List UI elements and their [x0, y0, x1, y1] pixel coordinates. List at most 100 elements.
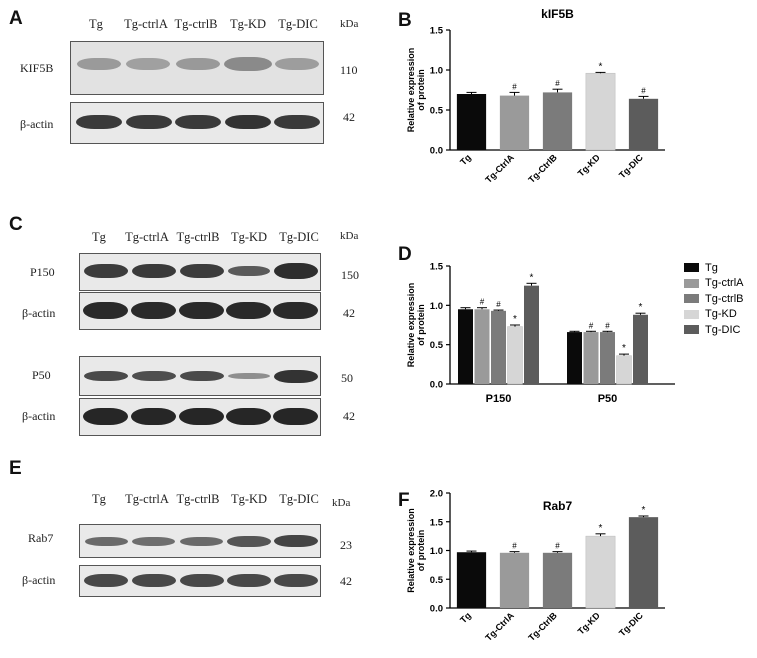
kda-value: 42 — [340, 574, 352, 588]
band — [228, 266, 270, 276]
y-tick-label: 0.0 — [430, 604, 443, 615]
x-tick-label: Tg-CtrlB — [526, 610, 559, 643]
legend-swatch — [684, 294, 699, 304]
bar — [524, 285, 539, 384]
blot-beta-actin — [79, 292, 321, 330]
band — [176, 58, 220, 70]
band — [273, 408, 318, 425]
kda-value: 23 — [340, 538, 352, 552]
bar — [542, 552, 573, 608]
blot-label-p150: P150 — [30, 265, 55, 279]
lane-label: Tg-ctrlB — [174, 17, 218, 31]
bar — [616, 355, 632, 385]
lane-label: Tg-ctrlA — [125, 492, 169, 506]
panel-label-e: E — [9, 458, 22, 479]
band — [84, 264, 128, 278]
y-tick-label: 0.5 — [430, 340, 444, 351]
band — [84, 371, 128, 381]
chart-rab7: 0.0 0.5 1.0 1.5 2.0 Relative expressionof pro… — [406, 489, 665, 643]
significance-mark: # — [555, 79, 560, 88]
significance-mark: # — [512, 82, 517, 91]
band — [180, 537, 223, 546]
band — [132, 371, 176, 381]
legend-swatch — [684, 278, 699, 288]
kda-value: 110 — [340, 63, 358, 77]
y-tick-label: 1.0 — [430, 66, 443, 77]
lane-label: Tg — [92, 492, 106, 506]
y-tick-label: 1.5 — [430, 262, 444, 273]
legend-item: Tg-DIC — [684, 322, 744, 338]
lane-label: Tg-DIC — [279, 230, 319, 244]
significance-mark: # — [555, 542, 560, 551]
legend-label: Tg-ctrlB — [705, 292, 744, 305]
blot-label-beta-actin: β-actin — [22, 409, 56, 423]
bar — [628, 98, 659, 150]
band — [126, 58, 170, 70]
significance-mark: * — [599, 61, 603, 72]
band — [132, 574, 176, 587]
legend-item: Tg-ctrlB — [684, 291, 744, 307]
blot-label-beta-actin: β-actin — [20, 117, 54, 131]
band — [84, 574, 128, 587]
lane-label: Tg-ctrlB — [176, 230, 220, 244]
lane-label: Tg-ctrlA — [125, 230, 169, 244]
significance-mark: * — [639, 302, 643, 313]
legend-label: Tg-ctrlA — [705, 277, 744, 290]
kda-header: kDa — [340, 18, 359, 30]
lane-label: Tg-KD — [230, 492, 268, 506]
y-axis-label: Relative expressionof protein — [406, 508, 426, 593]
x-tick-label: P50 — [598, 393, 618, 405]
y-tick-label: 0.0 — [430, 380, 443, 391]
band — [180, 264, 224, 278]
y-tick-label: 1.0 — [430, 301, 443, 312]
blot-beta-actin — [79, 398, 321, 436]
band — [274, 263, 318, 279]
band — [274, 115, 320, 129]
band — [179, 408, 224, 425]
legend-item: Tg-ctrlA — [684, 276, 744, 292]
band — [224, 57, 272, 71]
bar — [507, 326, 523, 385]
lane-label: Tg-KD — [229, 17, 267, 31]
legend-label: Tg-KD — [705, 308, 737, 321]
band — [228, 373, 270, 379]
panel-label-c: C — [9, 214, 23, 235]
kda-header: kDa — [332, 497, 351, 509]
x-tick-label: Tg — [458, 152, 473, 167]
x-tick-label: Tg-KD — [576, 152, 603, 179]
significance-mark: # — [480, 298, 485, 307]
bar — [585, 72, 616, 151]
band — [76, 115, 122, 129]
bar — [633, 314, 648, 384]
bar — [474, 309, 490, 384]
chart-title: kIF5B — [541, 7, 574, 21]
band — [180, 574, 224, 587]
significance-mark: * — [599, 523, 603, 534]
lane-label: Tg — [89, 17, 103, 31]
x-tick-label: Tg-DIC — [617, 152, 645, 180]
blot-label-kif5b: KIF5B — [20, 61, 54, 75]
panel-label-f: F — [398, 490, 410, 511]
panel-label-b: B — [398, 10, 412, 31]
significance-mark: # — [641, 86, 646, 95]
band — [180, 371, 224, 381]
x-tick-label: Tg — [458, 610, 473, 625]
panel-label-d: D — [398, 244, 412, 265]
band — [274, 535, 318, 547]
band — [131, 302, 176, 319]
x-tick-label: Tg-CtrlA — [483, 152, 516, 185]
band — [132, 537, 175, 546]
significance-mark: # — [496, 300, 501, 309]
blot-p50 — [79, 356, 321, 396]
bar — [499, 552, 530, 608]
bar — [499, 95, 530, 150]
band — [175, 115, 221, 129]
bar — [456, 552, 487, 608]
bar — [585, 535, 616, 609]
kda-value: 42 — [343, 110, 355, 124]
y-tick-label: 0.0 — [430, 146, 443, 157]
legend-label: Tg-DIC — [705, 323, 741, 336]
y-tick-label: 1.5 — [430, 517, 444, 528]
lane-label: Tg-DIC — [278, 17, 318, 31]
blot-rab7 — [79, 524, 321, 558]
